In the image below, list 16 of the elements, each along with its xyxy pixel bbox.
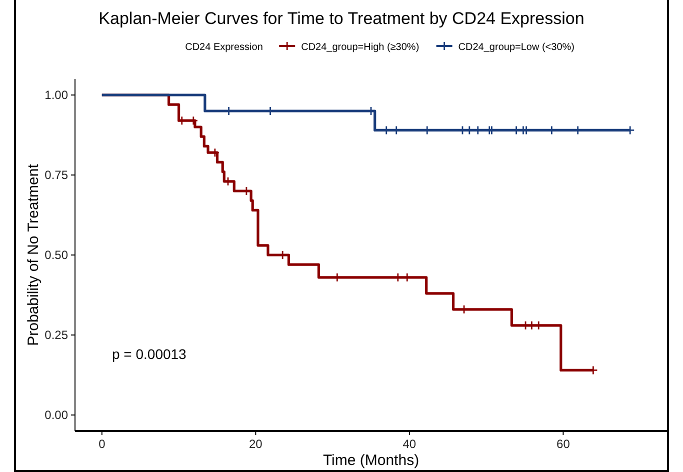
y-tick-label: 0.75 xyxy=(44,168,68,182)
y-tick-label: 0.50 xyxy=(44,248,68,262)
x-tick-label: 40 xyxy=(402,437,416,451)
x-tick-label: 60 xyxy=(556,437,570,451)
annotation: p = 0.00013 xyxy=(112,346,187,362)
x-axis-title: Time (Months) xyxy=(322,452,420,469)
y-tick-label: 0.25 xyxy=(44,328,68,342)
x-tick-label: 20 xyxy=(248,437,263,451)
y-tick-label: 1.00 xyxy=(44,88,68,102)
legend-title: CD24 Expression xyxy=(185,42,263,53)
y-tick-label: 0.00 xyxy=(44,408,68,422)
chart-title: Kaplan-Meier Curves for Time to Treatment by CD24 Expression xyxy=(98,9,584,28)
x-tick-label: 0 xyxy=(98,437,106,451)
y-axis-title: Probability of No Treatment xyxy=(25,163,42,346)
legend-label: CD24_group=Low (<30%) xyxy=(458,42,574,53)
legend-label: CD24_group=High (≥30%) xyxy=(301,42,420,53)
